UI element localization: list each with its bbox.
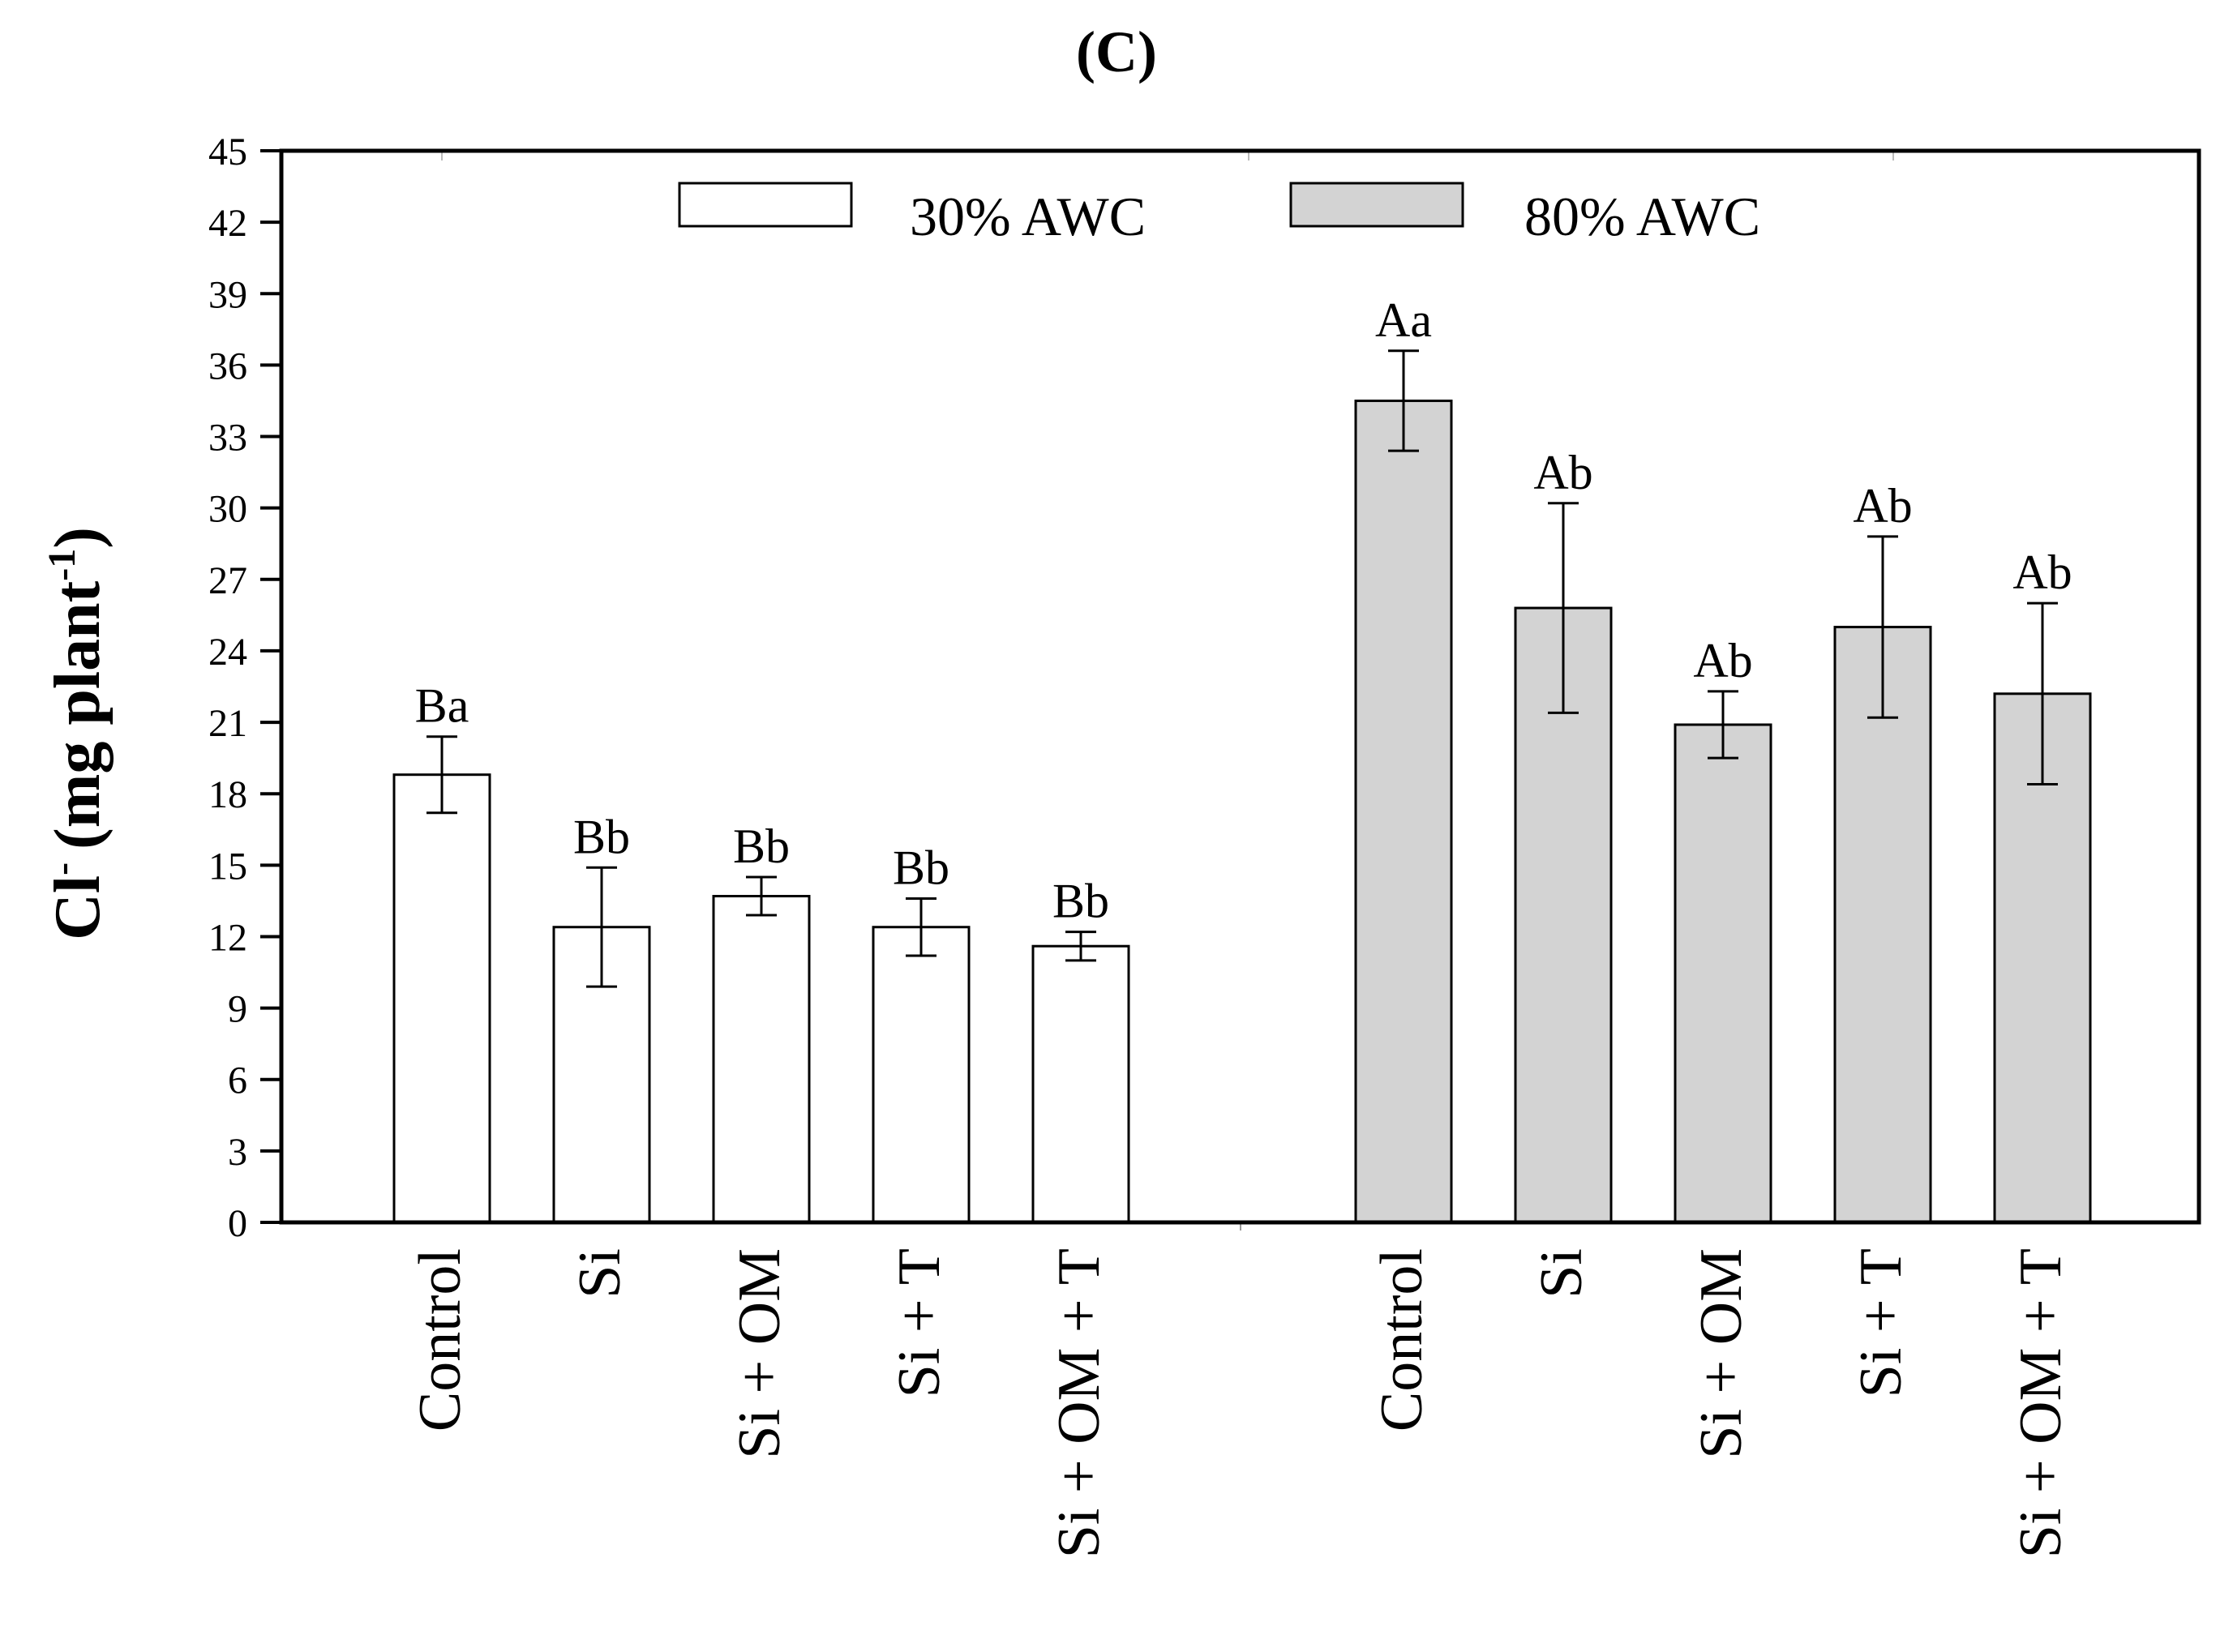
y-tick-label-21: 21	[208, 702, 247, 745]
bar-80awc-3	[1833, 626, 1932, 1224]
x-tick-label-si-t: Si + T	[886, 1248, 953, 1397]
x-tick-label-si-om-t: Si + OM + T	[2008, 1248, 2074, 1558]
y-tick-label-39: 39	[208, 273, 247, 316]
bar-letter-label: Bb	[893, 841, 949, 894]
x-tick-label-si-om: Si + OM	[726, 1248, 793, 1459]
y-axis-label-close: )	[42, 527, 114, 549]
chart-title: (C)	[1076, 19, 1157, 84]
x-tick-label-control: Control	[1369, 1248, 1435, 1432]
bar-30awc-4	[1031, 944, 1130, 1224]
bar-letter-label: Bb	[733, 820, 790, 873]
x-tick-label-si-t: Si + T	[1848, 1248, 1914, 1397]
y-tick-label-27: 27	[208, 559, 247, 602]
y-tick-label-12: 12	[208, 916, 247, 959]
y-tick-label-15: 15	[208, 845, 247, 888]
x-tick-label-control: Control	[407, 1248, 474, 1432]
plot-area: 0369121518212427303336394245BaControlBbS…	[208, 131, 2092, 1558]
x-tick-label-si-om: Si + OM	[1688, 1248, 1755, 1459]
bar-letter-label: Ba	[415, 679, 469, 733]
y-axis-label-ion-charge: -	[41, 862, 84, 875]
bar-letter-label: Bb	[573, 810, 630, 863]
plot-frame	[279, 148, 2201, 1225]
y-tick-label-24: 24	[208, 631, 247, 674]
bar-30awc-3	[872, 926, 971, 1224]
bar-letter-label: Ab	[1533, 446, 1592, 499]
y-tick-label-33: 33	[208, 417, 247, 460]
y-axis-label-unit: (mg plant	[42, 580, 114, 849]
y-axis-label-ion: Cl	[42, 875, 114, 940]
bar-letter-label: Ab	[2012, 546, 2072, 599]
y-tick-label-18: 18	[208, 773, 247, 816]
y-tick-label-36: 36	[208, 345, 247, 387]
x-tick-label-si-om-t: Si + OM + T	[1046, 1248, 1112, 1558]
bar-30awc-2	[712, 895, 811, 1224]
y-tick-label-3: 3	[228, 1131, 247, 1174]
y-tick-label-0: 0	[228, 1202, 247, 1245]
y-tick-label-6: 6	[228, 1059, 247, 1102]
bar-letter-label: Bb	[1052, 875, 1109, 928]
bar-letter-label: Ab	[1693, 634, 1752, 687]
y-tick-label-9: 9	[228, 988, 247, 1031]
legend-swatch-30-awc	[678, 182, 853, 228]
y-tick-label-30: 30	[208, 488, 247, 531]
y-axis-label: Cl- (mg plant-1)	[41, 527, 114, 940]
x-tick-label-si: Si	[1528, 1248, 1595, 1299]
y-tick-label-45: 45	[208, 131, 247, 173]
bar-80awc-2	[1674, 723, 1772, 1224]
bar-80awc-0	[1354, 399, 1453, 1224]
bar-letter-label: Aa	[1375, 293, 1432, 347]
bar-30awc-0	[392, 773, 491, 1224]
y-tick-label-42: 42	[208, 202, 247, 245]
legend-swatch-80-awc	[1289, 182, 1464, 228]
legend: 30% AWC 80% AWC	[678, 182, 1760, 247]
bar-letter-label: Ab	[1853, 479, 1912, 533]
x-tick-label-si: Si	[567, 1248, 633, 1299]
legend-label-80-awc: 80% AWC	[1524, 186, 1760, 247]
legend-label-30-awc: 30% AWC	[910, 186, 1146, 247]
y-axis-label-unit-exponent: -1	[41, 549, 84, 581]
